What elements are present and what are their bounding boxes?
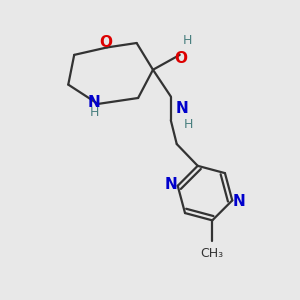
Text: N: N [175, 101, 188, 116]
Text: H: H [90, 106, 99, 119]
Text: CH₃: CH₃ [201, 247, 224, 260]
Text: H: H [182, 34, 192, 46]
Text: O: O [175, 51, 188, 66]
Text: N: N [165, 177, 178, 192]
Text: O: O [99, 34, 112, 50]
Text: N: N [232, 194, 245, 209]
Text: H: H [184, 118, 193, 130]
Text: N: N [87, 95, 100, 110]
